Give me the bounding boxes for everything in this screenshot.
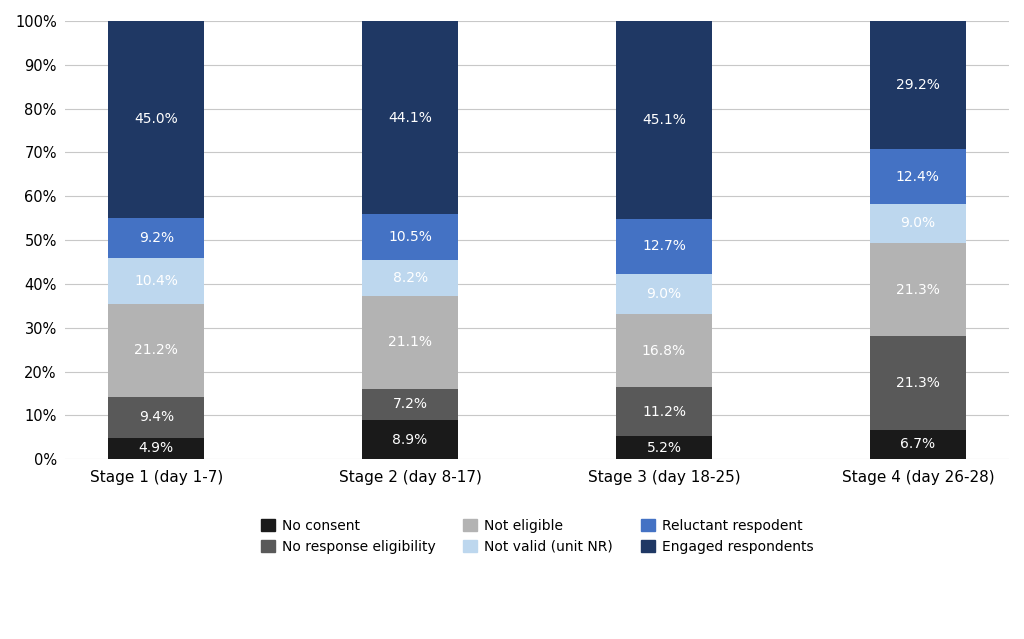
Bar xyxy=(615,387,713,436)
Bar xyxy=(108,258,205,304)
Text: 10.4%: 10.4% xyxy=(134,274,178,288)
Text: 21.2%: 21.2% xyxy=(134,343,178,357)
Text: 5.2%: 5.2% xyxy=(646,441,682,455)
Bar xyxy=(869,22,966,150)
Text: 12.4%: 12.4% xyxy=(896,169,940,183)
Text: 9.0%: 9.0% xyxy=(900,217,935,231)
Text: 21.3%: 21.3% xyxy=(896,283,940,297)
Text: 11.2%: 11.2% xyxy=(642,405,686,419)
Text: 6.7%: 6.7% xyxy=(900,438,935,452)
Bar xyxy=(869,150,966,204)
Text: 10.5%: 10.5% xyxy=(388,230,432,244)
Bar xyxy=(615,314,713,387)
Bar xyxy=(361,214,459,260)
Bar xyxy=(108,438,205,459)
Legend: No consent, No response eligibility, Not eligible, Not valid (unit NR), Reluctan: No consent, No response eligibility, Not… xyxy=(261,519,813,553)
Text: 8.2%: 8.2% xyxy=(392,271,428,285)
Bar xyxy=(869,243,966,337)
Text: 21.3%: 21.3% xyxy=(896,376,940,390)
Bar xyxy=(361,389,459,420)
Bar xyxy=(108,397,205,438)
Text: 9.2%: 9.2% xyxy=(138,231,174,245)
Bar xyxy=(869,204,966,243)
Bar xyxy=(361,21,459,214)
Bar xyxy=(361,296,459,389)
Text: 21.1%: 21.1% xyxy=(388,335,432,350)
Text: 29.2%: 29.2% xyxy=(896,79,940,93)
Bar xyxy=(615,219,713,274)
Bar xyxy=(869,337,966,430)
Text: 45.0%: 45.0% xyxy=(134,112,178,126)
Bar xyxy=(615,436,713,459)
Text: 45.1%: 45.1% xyxy=(642,113,686,127)
Bar xyxy=(615,274,713,314)
Bar xyxy=(108,304,205,397)
Text: 16.8%: 16.8% xyxy=(642,344,686,357)
Text: 44.1%: 44.1% xyxy=(388,111,432,125)
Text: 9.0%: 9.0% xyxy=(646,287,682,301)
Bar xyxy=(361,260,459,296)
Text: 12.7%: 12.7% xyxy=(642,240,686,254)
Bar xyxy=(869,430,966,459)
Text: 7.2%: 7.2% xyxy=(392,397,428,412)
Text: 8.9%: 8.9% xyxy=(392,433,428,447)
Bar xyxy=(108,218,205,258)
Bar xyxy=(361,420,459,459)
Text: 9.4%: 9.4% xyxy=(138,410,174,424)
Text: 4.9%: 4.9% xyxy=(138,442,174,456)
Bar xyxy=(108,20,205,218)
Bar xyxy=(615,21,713,219)
